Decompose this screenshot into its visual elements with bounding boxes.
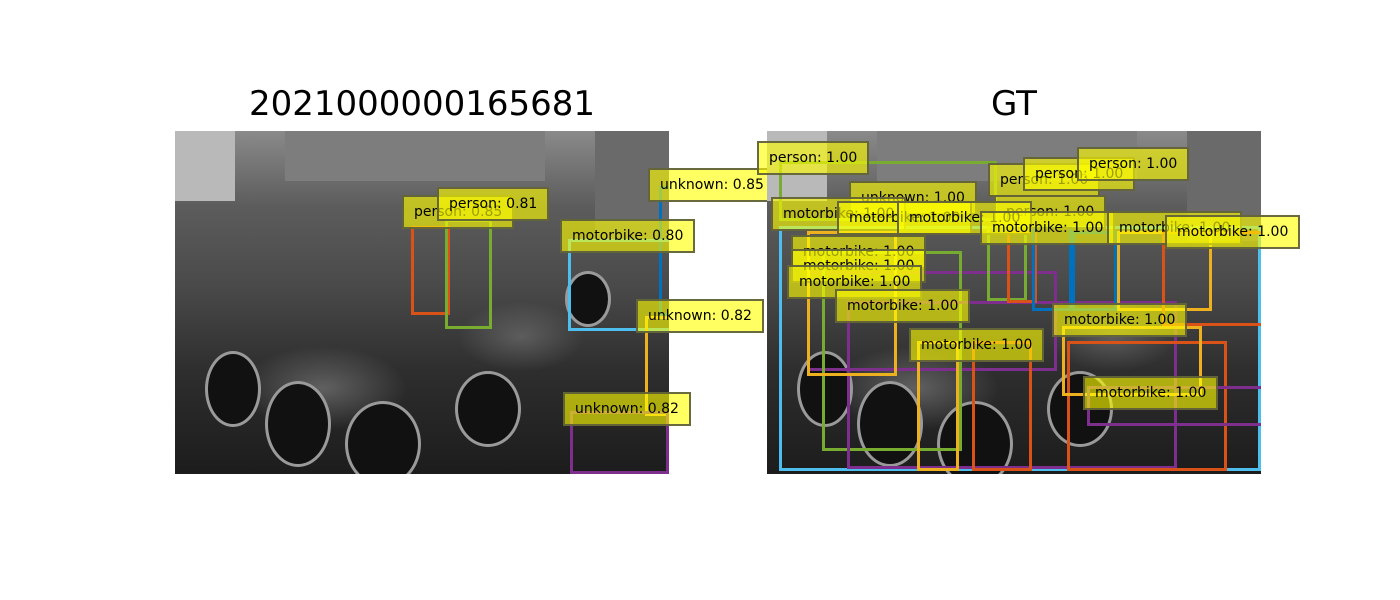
right-panel-title: GT — [991, 84, 1037, 124]
label-motorbike-1: motorbike: 0.80 — [560, 219, 696, 253]
gt-label-person-1: person: 1.00 — [757, 141, 870, 175]
label-unknown-3: unknown: 0.82 — [563, 392, 691, 426]
label-unknown-2: unknown: 0.82 — [636, 299, 764, 333]
gt-label-motorbike-6: motorbike: 1.00 — [1165, 215, 1301, 249]
prediction-image: person: 0.85 person: 0.81 unknown: 0.85 … — [175, 131, 776, 474]
gt-label-motorbike-11: motorbike: 1.00 — [1052, 303, 1188, 337]
gt-label-motorbike-12: motorbike: 1.00 — [909, 328, 1045, 362]
gt-label-person-4: person: 1.00 — [1077, 147, 1190, 181]
gt-label-motorbike-10: motorbike: 1.00 — [835, 289, 971, 323]
bbox-person-2 — [445, 219, 492, 329]
label-unknown-1: unknown: 0.85 — [648, 168, 776, 202]
gt-label-motorbike-13: motorbike: 1.00 — [1083, 376, 1219, 410]
label-person-2: person: 0.81 — [437, 187, 550, 221]
left-panel-title: 2021000000165681 — [248, 84, 596, 124]
ground-truth-image: person: 1.00 person: 1.00 person: 1.00 p… — [757, 131, 1301, 474]
street-photo — [175, 131, 669, 474]
gt-label-motorbike-4: motorbike: 1.00 — [980, 211, 1116, 245]
gt-box — [1067, 341, 1227, 471]
